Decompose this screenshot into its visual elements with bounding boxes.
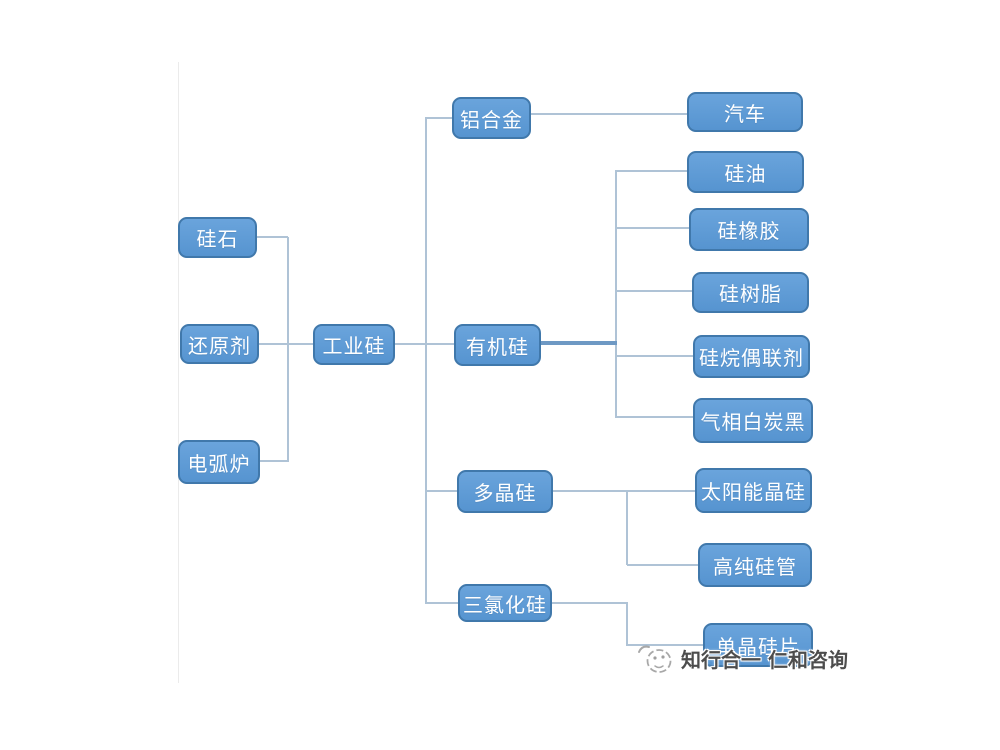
node-automobile: 汽车 [687,92,803,132]
node-fumed-silica: 气相白炭黑 [693,398,813,443]
connector-segment [553,490,695,492]
watermark-logo-icon [638,645,672,673]
connector-segment [425,490,457,492]
node-trichlorosilane: 三氯化硅 [458,584,552,622]
connector-segment [425,602,458,604]
node-mono-silicon-wafer: 单晶硅片 [703,623,813,667]
connector-segment [259,343,288,345]
connector-segment [552,602,627,604]
connector-segment [615,355,693,357]
node-silica: 硅石 [178,217,257,258]
node-polysilicon: 多晶硅 [457,470,553,513]
node-silane-coupling-agent: 硅烷偶联剂 [693,335,810,378]
node-reducing-agent: 还原剂 [180,324,259,364]
node-silicone-rubber: 硅橡胶 [689,208,809,251]
node-industrial-silicon: 工业硅 [313,324,395,365]
connector-segment [425,117,452,119]
connector-segment [615,227,689,229]
connector-emphasis [541,341,617,345]
connector-segment [627,564,698,566]
node-electric-arc-furnace: 电弧炉 [178,440,260,484]
connector-segment [615,170,617,418]
node-solar-crystalline-silicon: 太阳能晶硅 [695,468,812,513]
connector-segment [627,644,703,646]
node-silicone-resin: 硅树脂 [692,272,809,313]
node-silicone-oil: 硅油 [687,151,804,193]
connector-segment [260,460,288,462]
connector-segment [257,236,288,238]
connector-segment [531,113,687,115]
watermark: 知行合一 仁和咨询 [636,639,848,677]
connector-segment [626,490,628,565]
connector-segment [615,170,687,172]
connector-segment [615,416,693,418]
node-aluminum-alloy: 铝合金 [452,97,531,139]
connector-segment [288,343,313,345]
connector-segment [287,237,289,462]
node-organosilicon: 有机硅 [454,324,541,366]
connector-segment [615,290,692,292]
connector-segment [395,343,454,345]
watermark-text: 知行合一 仁和咨询 [681,647,848,672]
page-left-border [178,62,179,683]
node-high-purity-silicon-tube: 高纯硅管 [698,543,812,587]
connector-segment [626,602,628,646]
connector-segment [425,117,427,604]
